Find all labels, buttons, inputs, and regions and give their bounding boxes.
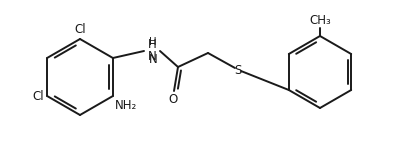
Text: S: S (234, 63, 242, 77)
Text: Cl: Cl (33, 89, 44, 103)
Text: N: N (148, 53, 157, 66)
Text: CH₃: CH₃ (309, 14, 331, 27)
Text: H: H (149, 37, 157, 47)
Text: O: O (168, 93, 178, 106)
Text: Cl: Cl (74, 23, 86, 36)
Text: H
N: H N (148, 38, 156, 63)
Text: NH₂: NH₂ (115, 99, 137, 112)
